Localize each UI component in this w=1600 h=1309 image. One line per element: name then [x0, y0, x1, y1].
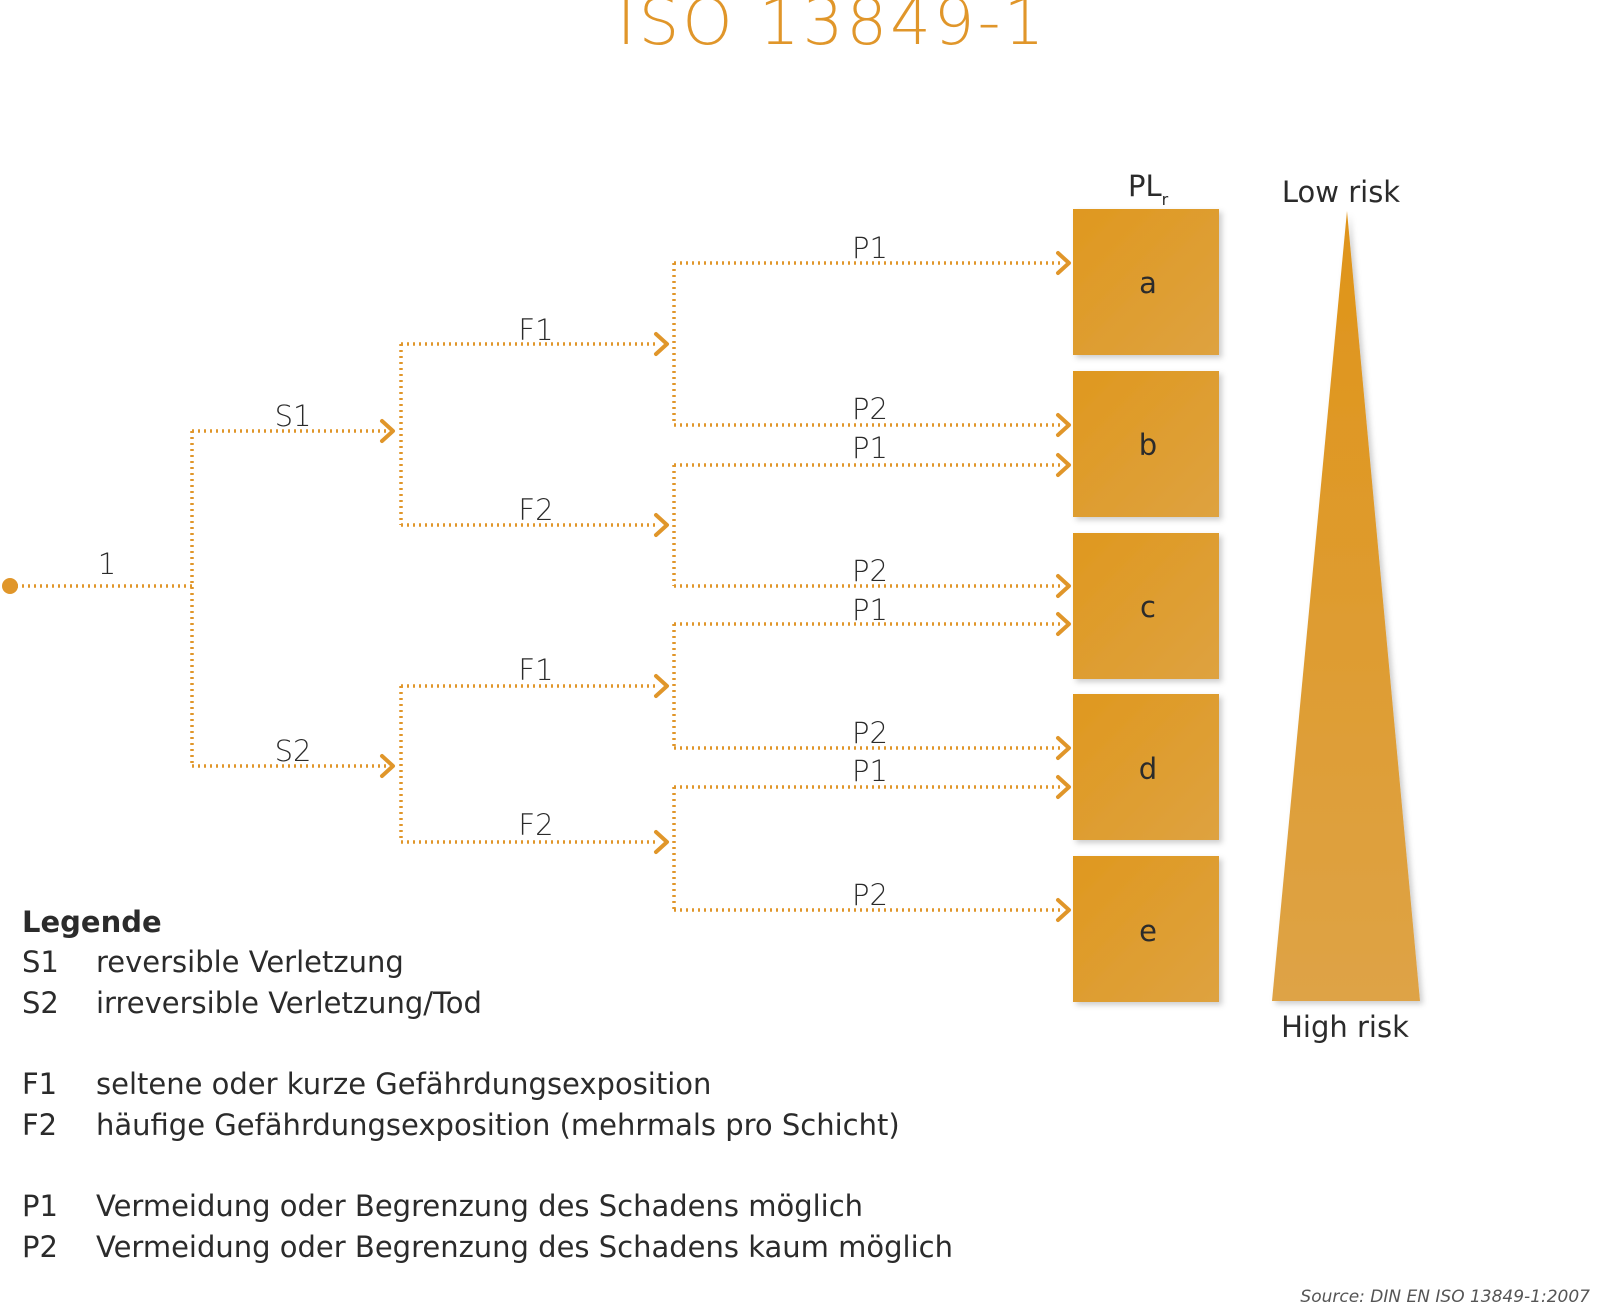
legend-text: Vermeidung oder Begrenzung des Schadens … — [96, 1189, 864, 1223]
arrow-p2-e — [1056, 898, 1071, 922]
legend-code: P1 — [22, 1189, 58, 1223]
legend-item: P2 Vermeidung oder Begrenzung des Schaden… — [22, 1227, 953, 1268]
risk-triangle — [1272, 211, 1420, 1001]
arrow-p2-c — [1056, 574, 1071, 598]
start-dot — [2, 578, 18, 594]
label-p1-b: P1 — [852, 431, 888, 465]
level-label-d: d — [1139, 752, 1157, 786]
arrow-s2 — [380, 754, 395, 778]
level-box-a — [1073, 209, 1219, 355]
arrowheads — [380, 251, 1071, 922]
legend-text: seltene oder kurze Gefährdungsexposition — [96, 1067, 712, 1101]
label-s1: S1 — [275, 399, 312, 433]
plr-label: PLr — [1128, 169, 1169, 209]
low-risk-label: Low risk — [1282, 175, 1400, 209]
arrow-p2-d — [1056, 736, 1071, 760]
legend-text: irreversible Verletzung/Tod — [96, 986, 482, 1020]
level-label-a: a — [1139, 266, 1157, 300]
label-p2-c: P2 — [852, 554, 888, 588]
arrow-p1-a — [1056, 251, 1071, 275]
legend-text: reversible Verletzung — [96, 945, 404, 979]
level-box-d — [1073, 694, 1219, 840]
arrow-f2-upper — [654, 513, 669, 537]
label-f2-upper: F2 — [518, 493, 553, 527]
label-p1-c: P1 — [852, 593, 888, 627]
level-box-e — [1073, 856, 1219, 1002]
level-label-e: e — [1139, 914, 1157, 948]
label-f1-lower: F1 — [518, 653, 553, 687]
source-note: Source: DIN EN ISO 13849-1:2007 — [1300, 1287, 1590, 1307]
legend-code: S1 — [22, 945, 59, 979]
legend-code: F1 — [22, 1067, 58, 1101]
diagram-title: ISO 13849-1 — [616, 0, 1048, 60]
arrow-p1-b — [1056, 453, 1071, 477]
legend-item: S2 irreversible Verletzung/Tod — [22, 983, 953, 1024]
legend-text: Vermeidung oder Begrenzung des Schadens … — [96, 1230, 953, 1264]
legend-text: häufige Gefährdungsexposition (mehrmals … — [96, 1108, 900, 1142]
legend-item: P1 Vermeidung oder Begrenzung des Schaden… — [22, 1186, 953, 1227]
label-p2-e: P2 — [852, 878, 888, 912]
legend-item: S1 reversible Verletzung — [22, 942, 953, 983]
arrow-p1-c — [1056, 612, 1071, 636]
level-boxes — [1073, 209, 1219, 1002]
arrow-p2-b — [1056, 413, 1071, 437]
arrow-p1-d — [1056, 775, 1071, 799]
high-risk-label: High risk — [1281, 1010, 1409, 1044]
legend: Legende S1 reversible Verletzung S2 irreve… — [22, 902, 953, 1268]
label-f2-lower: F2 — [518, 808, 553, 842]
label-p2-b: P2 — [852, 392, 888, 426]
label-f1-upper: F1 — [518, 313, 553, 347]
level-label-c: c — [1140, 590, 1156, 624]
level-label-b: b — [1139, 428, 1157, 462]
level-box-c — [1073, 533, 1219, 679]
label-s2: S2 — [275, 734, 312, 768]
arrow-f2-lower — [654, 830, 669, 854]
legend-code: F2 — [22, 1108, 58, 1142]
legend-title: Legende — [22, 905, 162, 939]
label-p1-a: P1 — [852, 231, 888, 265]
arrow-s1 — [380, 419, 395, 443]
tree-lines — [10, 261, 1060, 912]
level-box-b — [1073, 371, 1219, 517]
legend-item: F2 häufige Gefährdungsexposition (mehrmal… — [22, 1105, 953, 1146]
legend-code: P2 — [22, 1230, 58, 1264]
label-start: 1 — [98, 547, 116, 581]
arrow-f1-lower — [654, 674, 669, 698]
label-p2-d: P2 — [852, 716, 888, 750]
label-p1-d: P1 — [852, 754, 888, 788]
legend-item: F1 seltene oder kurze Gefährdungsexpositi… — [22, 1064, 953, 1105]
legend-code: S2 — [22, 986, 59, 1020]
arrow-f1-upper — [654, 332, 669, 356]
